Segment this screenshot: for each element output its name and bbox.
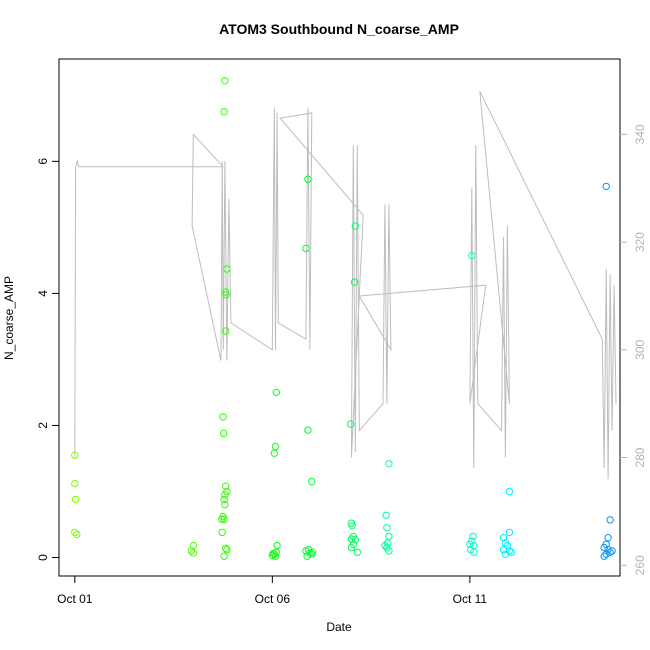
data-point (505, 487, 514, 496)
x-tick-label: Oct 01 (57, 592, 93, 606)
data-point (189, 549, 198, 557)
data-point (351, 222, 359, 230)
data-point (221, 77, 229, 85)
y-tick-label: 2 (36, 422, 50, 429)
data-point (220, 429, 228, 438)
data-point (272, 388, 280, 397)
data-point (222, 288, 230, 296)
right-tick-label: 320 (633, 232, 647, 252)
data-point (187, 547, 196, 555)
data-point (303, 552, 311, 560)
data-point (600, 552, 608, 560)
data-point (222, 482, 230, 490)
data-point (308, 548, 317, 556)
data-point (305, 545, 313, 554)
data-point (222, 291, 230, 299)
data-point (381, 541, 389, 550)
data-point (347, 535, 356, 543)
data-point (221, 501, 229, 509)
data-point (73, 530, 81, 539)
x-axis-label: Date (326, 620, 352, 634)
data-point (470, 548, 478, 556)
plot-frame (58, 58, 621, 577)
data-point (350, 278, 359, 286)
data-point (220, 495, 228, 504)
data-point (600, 543, 608, 552)
data-point (608, 547, 616, 555)
data-point (385, 547, 393, 555)
data-point (269, 549, 277, 558)
data-point (220, 552, 228, 560)
data-point (499, 534, 508, 542)
data-point (348, 522, 356, 530)
data-point (604, 534, 612, 542)
data-point (222, 327, 230, 335)
data-point (222, 544, 230, 552)
data-point (221, 491, 229, 499)
data-point (468, 252, 476, 260)
data-point (273, 541, 281, 550)
data-point (606, 516, 614, 524)
secondary-line-layer (74, 91, 617, 480)
data-point (71, 495, 80, 504)
data-point (71, 451, 79, 459)
data-point (304, 175, 312, 183)
data-point (270, 449, 278, 457)
data-point (383, 524, 391, 532)
data-point (346, 420, 355, 428)
data-point (351, 536, 359, 544)
scatter-points (71, 77, 616, 560)
data-point (223, 545, 231, 554)
right-tick-label: 300 (633, 339, 647, 359)
data-point (382, 511, 390, 519)
y-tick-label: 4 (36, 290, 50, 297)
data-point (71, 479, 79, 488)
data-point (602, 182, 610, 191)
data-point (308, 477, 316, 486)
y-tick-label: 6 (36, 158, 50, 165)
data-point (218, 515, 226, 523)
data-point (507, 548, 516, 556)
data-point (602, 550, 610, 558)
x-axis-ticks: Oct 01 Oct 06 Oct 11 (57, 576, 487, 606)
data-point (223, 265, 231, 273)
data-point (469, 532, 477, 541)
data-point (385, 460, 393, 468)
y-axis-label: N_coarse_AMP (2, 276, 16, 360)
data-point (220, 515, 228, 523)
right-axis-ticks: 260 280 300 320 340 (620, 124, 647, 575)
right-tick-label: 260 (633, 555, 647, 575)
data-point (606, 548, 614, 556)
x-tick-label: Oct 11 (453, 592, 488, 606)
data-point (271, 442, 280, 451)
data-point (218, 528, 226, 537)
data-point (353, 548, 361, 556)
data-point (466, 540, 474, 548)
data-point (302, 244, 310, 253)
right-tick-label: 340 (633, 124, 647, 144)
x-tick-label: Oct 06 (255, 592, 291, 606)
data-point (304, 426, 312, 434)
data-point (71, 528, 79, 537)
data-point (505, 528, 514, 537)
y-tick-label: 0 (36, 554, 50, 561)
data-point (385, 532, 393, 541)
chart-title: ATOM3 Southbound N_coarse_AMP (219, 21, 459, 37)
data-point (220, 108, 228, 116)
data-point (271, 552, 280, 560)
secondary-series-line (74, 91, 617, 480)
right-tick-label: 280 (633, 447, 647, 467)
data-point (347, 543, 356, 552)
data-point (219, 413, 227, 421)
y-axis-ticks: 0 2 4 6 (36, 158, 59, 561)
